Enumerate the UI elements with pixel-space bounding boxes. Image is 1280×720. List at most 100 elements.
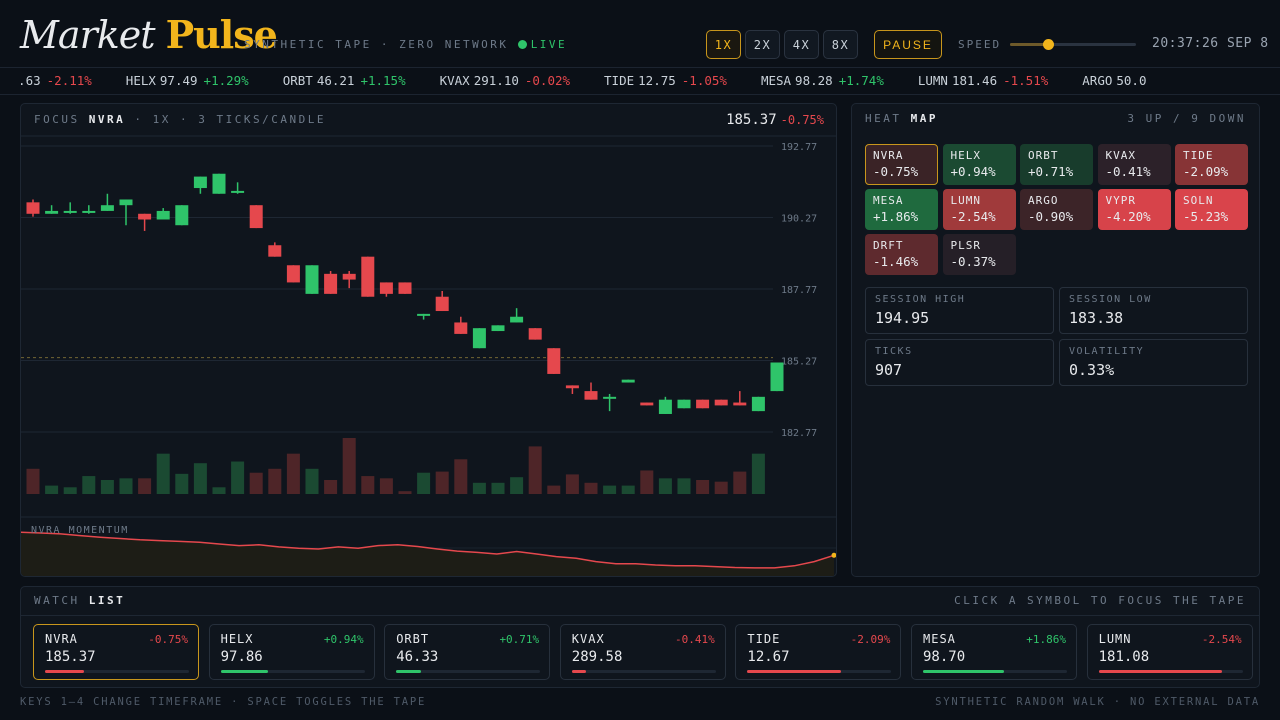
candle [342,273,356,280]
ticker-price: 50.0 [1116,73,1147,88]
candle [249,205,263,229]
heat-cell-lumn[interactable]: LUMN -2.54% [942,189,1016,230]
momentum-line [21,531,835,569]
focus-price-value: 185.37 [726,112,777,128]
live-status: LIVE [530,38,568,51]
watch-card-range-fill [45,670,84,673]
candle [435,296,449,312]
candle [417,313,431,316]
heat-cell-nvra[interactable]: NVRA -0.75% [865,144,938,185]
candle [82,210,96,213]
footer-keys-hint: KEYS 1–4 CHANGE TIMEFRAME · SPACE TOGGLE… [20,696,427,708]
watch-card-mesa[interactable]: MESA +1.86% 98.70 [911,624,1077,680]
watch-list-hint: CLICK A SYMBOL TO FOCUS THE TAPE [954,594,1246,607]
watch-card-change: -2.54% [1201,633,1242,646]
heat-cell-vypr[interactable]: VYPR -4.20% [1097,189,1171,230]
watch-card-kvax[interactable]: KVAX -0.41% 289.58 [559,624,726,680]
focus-symbol: NVRA [88,113,126,126]
ticker-price: 181.46 [951,73,998,88]
heat-cell-kvax[interactable]: KVAX -0.41% [1097,144,1171,185]
ticker-item[interactable]: ARGO 50.0 [1082,73,1146,88]
session-low-label: SESSION LOW [1069,294,1152,305]
timeframe-4x-button[interactable]: 4X [784,30,819,59]
live-dot-icon [517,40,527,49]
ticker-change: -0.02% [524,73,571,88]
watch-card-helx[interactable]: HELX +0.94% 97.86 [208,624,375,680]
watch-list-panel: WATCH LIST CLICK A SYMBOL TO FOCUS THE T… [20,586,1260,688]
heat-cell-argo[interactable]: ARGO -0.90% [1020,189,1093,230]
candlestick-chart[interactable]: 192.77 190.27 187.77 185.27 182.77 NVRA MOMEN… [21,104,837,577]
watch-card-range-fill [396,670,421,673]
ticker-item[interactable]: KVAX 291.10 -0.02% [440,73,570,88]
watch-card-price: 185.37 [45,649,96,665]
heat-cell-plsr[interactable]: PLSR -0.37% [942,234,1016,275]
candle [379,282,393,294]
volatility-stat: VOLATILITY 0.33% [1059,339,1248,386]
candle [212,173,226,194]
volume-bar [45,485,59,494]
watch-card-symbol: LUMN [1098,632,1132,646]
volume-bar [305,468,319,494]
y-tick-label: 190.27 [781,214,817,225]
volume-bar [584,482,598,494]
ticker-item[interactable]: LUMN 181.46 -1.51% [918,73,1048,88]
momentum-marker [831,552,836,558]
volume-bar [696,480,710,494]
watch-card-price: 12.67 [747,649,790,665]
candle [565,385,579,389]
heat-cell-change: +0.94% [950,164,996,179]
heat-cell-change: -2.09% [1183,164,1229,179]
candle [472,328,486,349]
watch-card-range-bar [220,670,365,673]
watch-card-range-fill [923,670,1004,673]
watch-card-nvra[interactable]: NVRA -0.75% 185.37 [33,624,199,680]
watch-card-change: -0.41% [675,633,715,646]
watch-card-lumn[interactable]: LUMN -2.54% 181.08 [1086,624,1253,680]
heat-map-grid: NVRA -0.75% HELX +0.94% ORBT +0.71% KVAX -0.41%… [865,144,1248,275]
heat-cell-change: +1.86% [873,209,919,224]
heat-cell-symbol: SOLN [1183,194,1214,207]
heat-cell-symbol: MESA [873,194,904,207]
watch-card-tide[interactable]: TIDE -2.09% 12.67 [735,624,902,680]
heat-cell-orbt[interactable]: ORBT +0.71% [1020,144,1093,185]
timeframe-2x-button[interactable]: 2X [745,30,780,59]
watch-card-symbol: NVRA [45,632,78,646]
ticker-item[interactable]: 83.63 -2.11% [20,73,92,88]
volume-bar [286,453,300,494]
speed-slider-thumb[interactable] [1042,39,1054,50]
ticks-stat: TICKS 907 [865,339,1054,386]
heat-cell-change: -1.46% [873,254,919,269]
volume-bar [621,485,635,494]
heat-cell-helx[interactable]: HELX +0.94% [942,144,1016,185]
heat-cell-drft[interactable]: DRFT -1.46% [865,234,938,275]
ticker-item[interactable]: HELX 97.49 +1.29% [126,73,249,88]
heat-map-title: HEAT MAP [865,112,938,125]
ticker-change: +1.29% [203,73,249,88]
volume-bar [417,472,431,494]
heat-cell-soln[interactable]: SOLN -5.23% [1175,189,1248,230]
ticker-item[interactable]: ORBT 46.21 +1.15% [283,73,406,88]
ticker-price: 46.21 [316,73,355,88]
speed-slider[interactable] [1010,39,1136,50]
ticker-item[interactable]: MESA 98.28 +1.74% [761,73,884,88]
candle [138,213,152,220]
ticks-label: TICKS [875,346,913,357]
pause-button[interactable]: PAUSE [874,30,942,59]
watch-card-range-bar [923,670,1067,673]
focus-price: 185.37 -0.75% [726,112,824,128]
timeframe-8x-button[interactable]: 8X [823,30,858,59]
heat-cell-mesa[interactable]: MESA +1.86% [865,189,938,230]
session-low-value: 183.38 [1069,309,1124,327]
ticker-item[interactable]: TIDE 12.75 -1.05% [604,73,727,88]
ticker-change: +1.74% [838,73,884,88]
candle [305,265,319,294]
volume-bar [751,453,765,494]
heat-cell-tide[interactable]: TIDE -2.09% [1175,144,1248,185]
focus-price-change: -0.75% [780,113,824,127]
volume-bar [342,438,356,494]
speed-slider-fill [1010,43,1048,46]
watch-card-orbt[interactable]: ORBT +0.71% 46.33 [384,624,551,680]
watch-card-change: -0.75% [148,633,188,646]
volume-bar [528,446,542,494]
timeframe-1x-button[interactable]: 1X [706,30,741,59]
